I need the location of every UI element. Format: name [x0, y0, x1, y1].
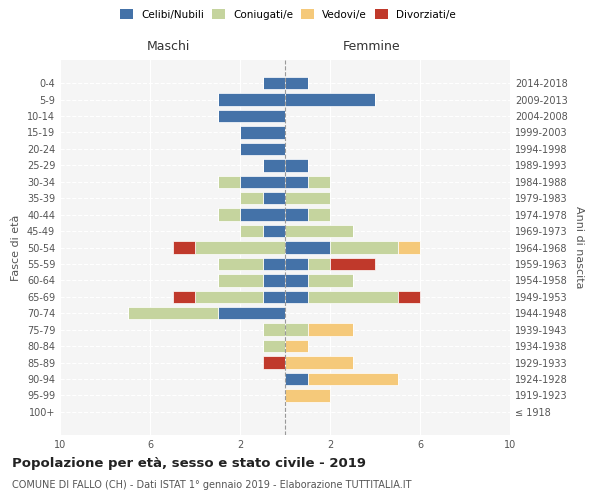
Y-axis label: Fasce di età: Fasce di età	[11, 214, 21, 280]
Text: Popolazione per età, sesso e stato civile - 2019: Popolazione per età, sesso e stato civil…	[12, 458, 366, 470]
Bar	[263, 225, 285, 237]
Bar	[285, 373, 308, 385]
Bar	[263, 258, 285, 270]
Bar	[195, 242, 285, 254]
Bar	[263, 290, 285, 303]
Bar	[128, 307, 218, 320]
Bar	[263, 324, 285, 336]
Bar	[218, 110, 285, 122]
Bar	[240, 208, 285, 221]
Bar	[263, 274, 285, 286]
Bar	[263, 192, 285, 204]
Bar	[218, 307, 285, 320]
Legend: Celibi/Nubili, Coniugati/e, Vedovi/e, Divorziati/e: Celibi/Nubili, Coniugati/e, Vedovi/e, Di…	[116, 5, 460, 24]
Bar	[173, 242, 195, 254]
Bar	[263, 356, 285, 368]
Bar	[240, 192, 263, 204]
Bar	[240, 126, 285, 138]
Bar	[285, 77, 308, 90]
Bar	[285, 258, 308, 270]
Bar	[218, 274, 263, 286]
Bar	[285, 274, 308, 286]
Text: Maschi: Maschi	[146, 40, 190, 52]
Bar	[285, 159, 308, 172]
Text: COMUNE DI FALLO (CH) - Dati ISTAT 1° gennaio 2019 - Elaborazione TUTTITALIA.IT: COMUNE DI FALLO (CH) - Dati ISTAT 1° gen…	[12, 480, 412, 490]
Bar	[330, 242, 398, 254]
Bar	[173, 290, 195, 303]
Bar	[308, 258, 330, 270]
Text: Femmine: Femmine	[343, 40, 401, 52]
Bar	[240, 225, 263, 237]
Bar	[285, 290, 308, 303]
Bar	[285, 356, 353, 368]
Bar	[308, 373, 398, 385]
Bar	[218, 176, 240, 188]
Bar	[308, 274, 353, 286]
Bar	[285, 225, 353, 237]
Bar	[308, 176, 330, 188]
Bar	[285, 192, 330, 204]
Bar	[285, 324, 308, 336]
Bar	[285, 176, 308, 188]
Bar	[240, 143, 285, 155]
Bar	[285, 242, 330, 254]
Bar	[285, 208, 308, 221]
Bar	[308, 324, 353, 336]
Bar	[263, 77, 285, 90]
Bar	[218, 94, 285, 106]
Bar	[308, 208, 330, 221]
Bar	[263, 159, 285, 172]
Bar	[398, 242, 420, 254]
Bar	[398, 290, 420, 303]
Bar	[285, 340, 308, 352]
Bar	[308, 290, 398, 303]
Bar	[263, 340, 285, 352]
Y-axis label: Anni di nascita: Anni di nascita	[574, 206, 584, 289]
Bar	[195, 290, 263, 303]
Bar	[285, 94, 375, 106]
Bar	[218, 258, 263, 270]
Bar	[285, 389, 330, 402]
Bar	[218, 208, 240, 221]
Bar	[240, 176, 285, 188]
Bar	[330, 258, 375, 270]
